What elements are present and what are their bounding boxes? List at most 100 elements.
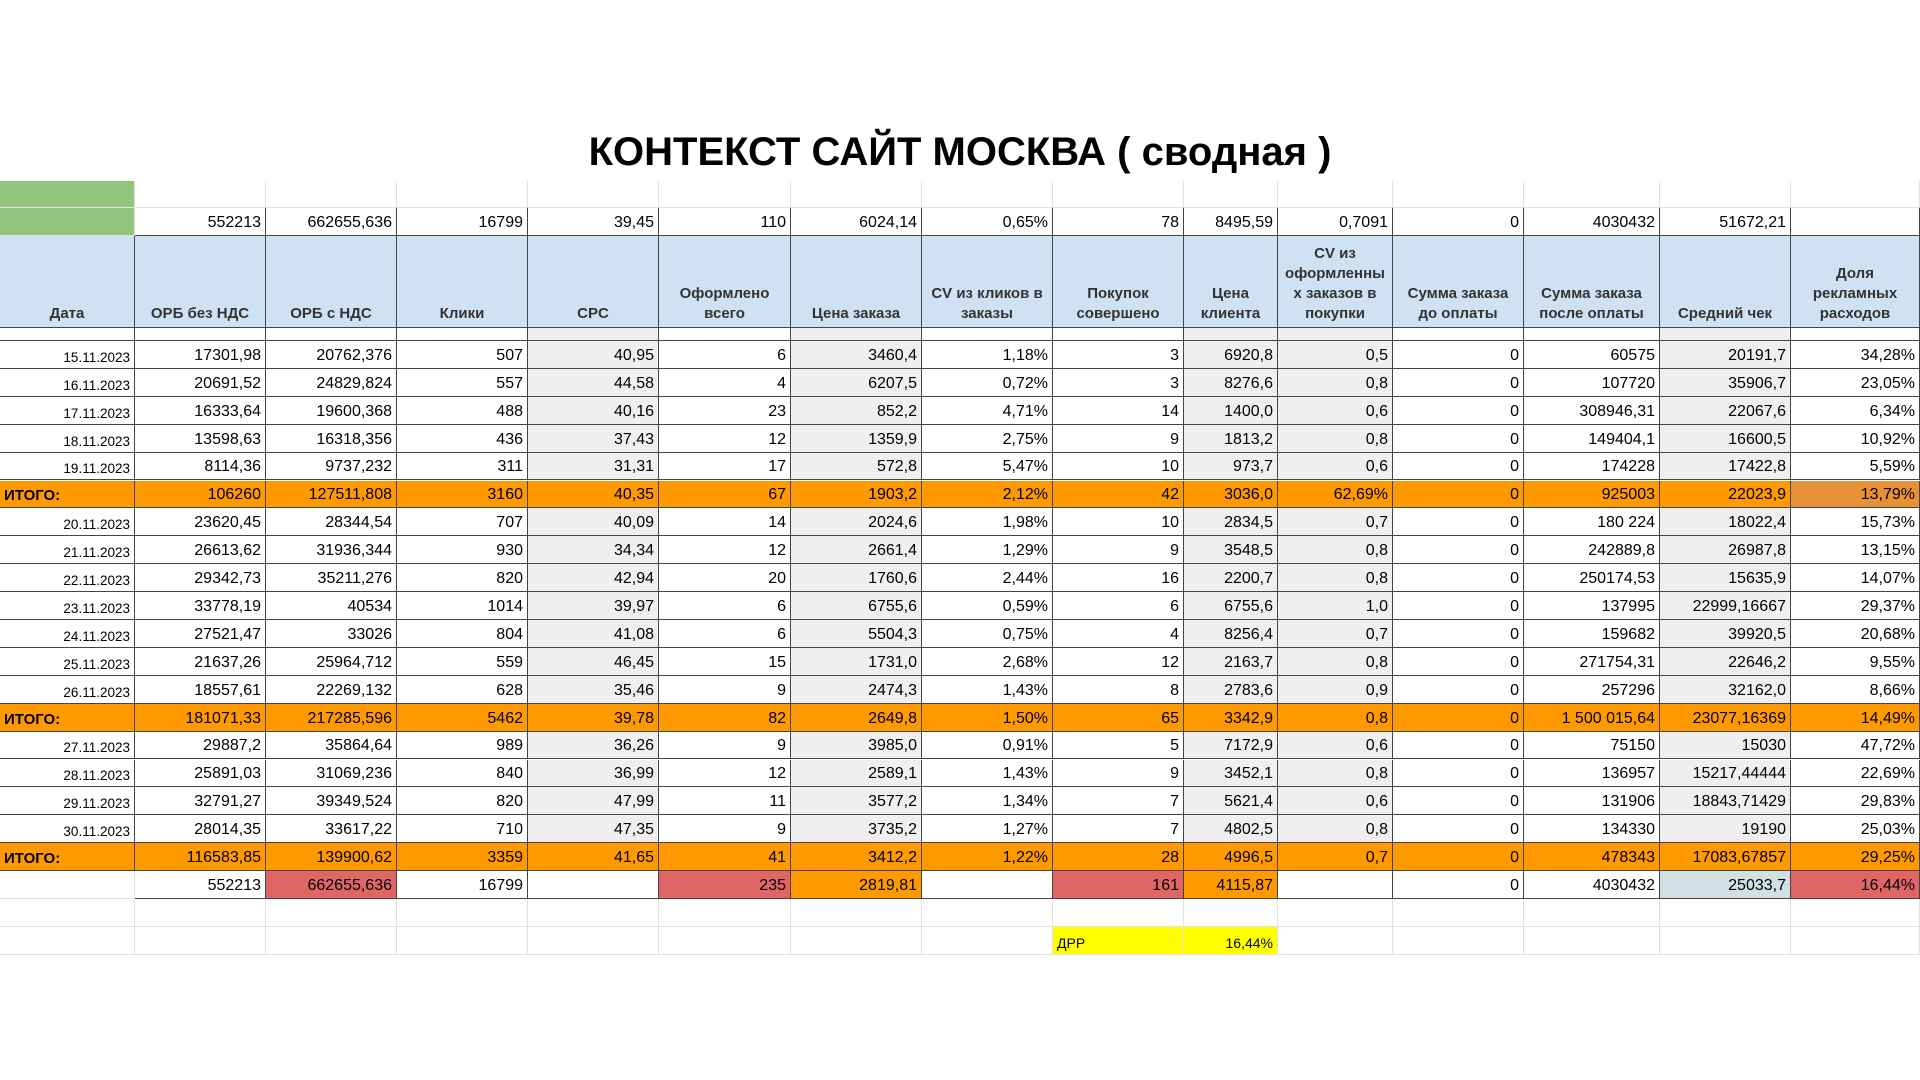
data-cell: 840 <box>397 759 528 788</box>
data-cell: 0,5 <box>1278 341 1393 369</box>
data-cell: 139900,62 <box>266 843 397 872</box>
data-cell: 973,7 <box>1184 452 1278 481</box>
empty-cell <box>1278 899 1393 927</box>
empty-cell <box>1393 899 1524 927</box>
data-cell: 42,94 <box>528 564 659 593</box>
data-cell: 23,05% <box>1791 368 1920 397</box>
data-cell: 0 <box>1393 620 1524 648</box>
data-cell: 15,73% <box>1791 508 1920 537</box>
empty-cell <box>1393 181 1524 208</box>
summary-cell: 0,7091 <box>1278 208 1393 236</box>
row-label: 23.11.2023 <box>0 592 135 620</box>
data-cell: 44,58 <box>528 368 659 397</box>
data-cell: 0,59% <box>922 592 1053 620</box>
data-cell: 181071,33 <box>135 703 266 732</box>
data-cell: 18843,71429 <box>1660 787 1791 816</box>
summary-cell: 0 <box>1393 208 1524 236</box>
sheet-title: КОНТЕКСТ САЙТ МОСКВА ( сводная ) <box>588 130 1332 174</box>
empty-cell <box>528 899 659 927</box>
grand-total-cell <box>922 871 1053 899</box>
data-cell: 106260 <box>135 480 266 509</box>
data-cell: 3985,0 <box>791 731 922 760</box>
data-cell: 35211,276 <box>266 564 397 593</box>
column-header: ОРБ с НДС <box>266 236 397 328</box>
row-label: 24.11.2023 <box>0 620 135 648</box>
data-cell: 23 <box>659 396 791 425</box>
data-cell: 25,03% <box>1791 815 1920 844</box>
clipped-cell <box>1660 328 1791 341</box>
data-cell: 22023,9 <box>1660 480 1791 509</box>
data-cell: 39349,524 <box>266 787 397 816</box>
header-text: ОРБ без НДС <box>150 305 250 322</box>
data-cell: 250174,53 <box>1524 564 1660 593</box>
column-header: Сумма заказа до оплаты <box>1393 236 1524 328</box>
data-cell: 22269,132 <box>266 675 397 704</box>
data-cell: 0 <box>1393 592 1524 620</box>
grand-total-cell: 25033,7 <box>1660 871 1791 899</box>
data-cell: 1359,9 <box>791 424 922 453</box>
grand-total-cell: 16799 <box>397 871 528 899</box>
data-cell: 75150 <box>1524 731 1660 760</box>
data-cell: 4 <box>1053 620 1184 648</box>
data-cell: 127511,808 <box>266 480 397 509</box>
data-cell: 33778,19 <box>135 592 266 620</box>
data-cell: 47,72% <box>1791 731 1920 760</box>
grand-total-cell: 662655,636 <box>266 871 397 899</box>
data-cell: 0,8 <box>1278 368 1393 397</box>
data-cell: 820 <box>397 564 528 593</box>
data-cell: 1,0 <box>1278 592 1393 620</box>
empty-cell <box>659 899 791 927</box>
empty-cell <box>1524 899 1660 927</box>
data-cell: 32162,0 <box>1660 675 1791 704</box>
header-text: Дата <box>49 305 85 322</box>
data-cell: 1014 <box>397 592 528 620</box>
data-cell: 137995 <box>1524 592 1660 620</box>
data-cell: 217285,596 <box>266 703 397 732</box>
data-cell: 10,92% <box>1791 424 1920 453</box>
summary-cell <box>0 208 135 236</box>
empty-cell <box>266 926 397 955</box>
data-cell: 1,34% <box>922 787 1053 816</box>
data-cell: 5,47% <box>922 452 1053 481</box>
data-cell: 136957 <box>1524 759 1660 788</box>
data-cell: 820 <box>397 787 528 816</box>
empty-cell <box>1660 181 1791 208</box>
data-cell: 22,69% <box>1791 759 1920 788</box>
empty-cell <box>0 926 135 955</box>
data-cell: 6207,5 <box>791 368 922 397</box>
data-cell: 14,07% <box>1791 564 1920 593</box>
data-cell: 16 <box>1053 564 1184 593</box>
row-label: 20.11.2023 <box>0 508 135 537</box>
data-cell: 9 <box>1053 424 1184 453</box>
data-cell: 6920,8 <box>1184 341 1278 369</box>
data-cell: 3342,9 <box>1184 703 1278 732</box>
data-cell: 3452,1 <box>1184 759 1278 788</box>
data-cell: 0 <box>1393 815 1524 844</box>
summary-cell: 51672,21 <box>1660 208 1791 236</box>
empty-cell <box>397 899 528 927</box>
data-cell: 12 <box>659 424 791 453</box>
empty-cell <box>659 926 791 955</box>
data-cell: 0,6 <box>1278 731 1393 760</box>
data-cell: 5621,4 <box>1184 787 1278 816</box>
data-cell: 1731,0 <box>791 647 922 676</box>
data-cell: 40534 <box>266 592 397 620</box>
data-cell: 25891,03 <box>135 759 266 788</box>
data-cell: 29,25% <box>1791 843 1920 872</box>
clipped-cell <box>0 328 135 341</box>
data-cell: 11 <box>659 787 791 816</box>
data-cell: 2,75% <box>922 424 1053 453</box>
data-cell: 0,6 <box>1278 396 1393 425</box>
data-cell: 0 <box>1393 787 1524 816</box>
data-cell: 557 <box>397 368 528 397</box>
data-cell: 20191,7 <box>1660 341 1791 369</box>
data-cell: 9 <box>659 815 791 844</box>
clipped-cell <box>397 328 528 341</box>
empty-cell <box>922 899 1053 927</box>
data-cell: 39920,5 <box>1660 620 1791 648</box>
data-cell: 0 <box>1393 703 1524 732</box>
clipped-cell <box>135 328 266 341</box>
empty-cell <box>1053 899 1184 927</box>
data-cell: 308946,31 <box>1524 396 1660 425</box>
